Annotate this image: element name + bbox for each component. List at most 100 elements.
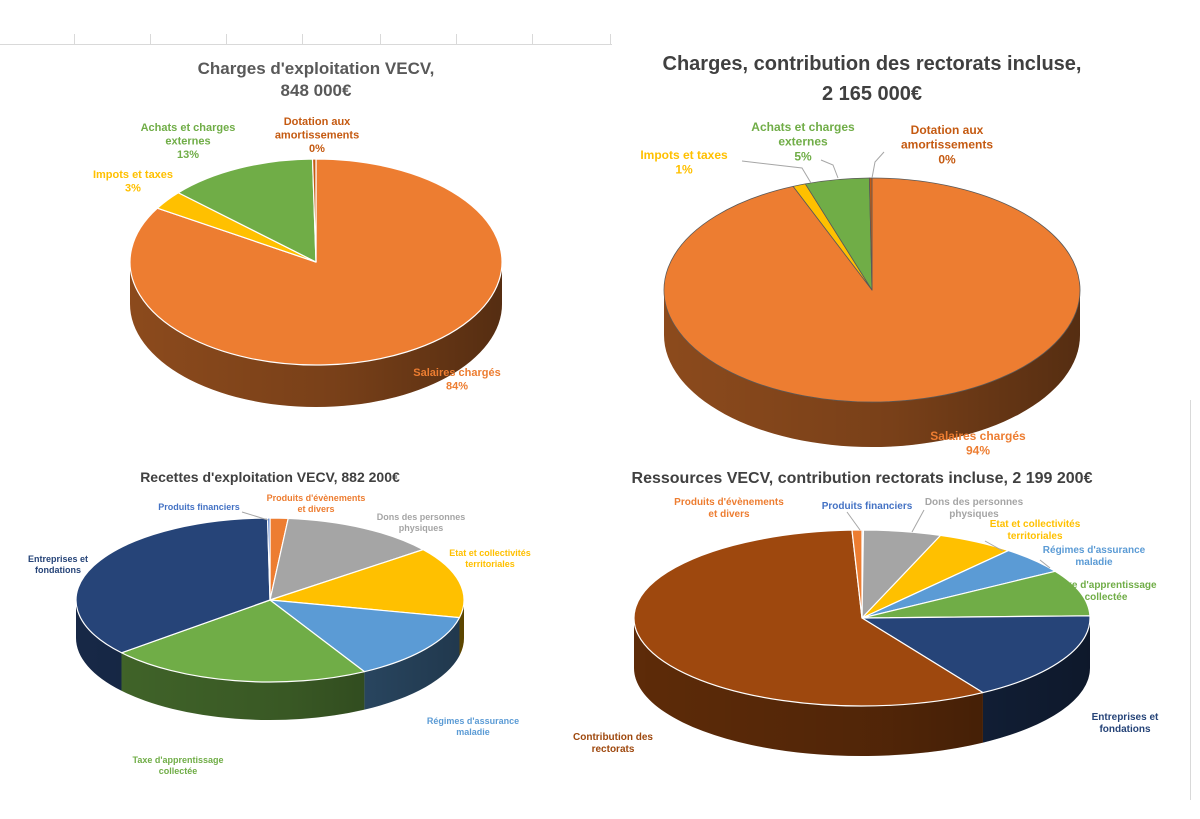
chart-title-line: Recettes d'exploitation VECV, 882 200€: [140, 469, 400, 485]
pie-top: [663, 177, 1081, 403]
sheet-edge: [1190, 400, 1191, 800]
data-label-line: externes: [165, 135, 210, 147]
data-label-line: 84%: [446, 380, 468, 392]
pie-depth: [75, 600, 465, 721]
leader-line: [846, 511, 861, 531]
chart-title-line: Ressources VECV, contribution rectorats …: [632, 470, 1093, 487]
data-label-line: territoriales: [465, 559, 515, 569]
data-label-line: amortissements: [275, 129, 359, 141]
data-label-line: physiques: [399, 523, 444, 533]
data-label-line: Produits financiers: [822, 501, 913, 512]
data-label-line: Entreprises et: [28, 554, 88, 564]
sheet-gridline-tick: [380, 34, 381, 44]
chart-title: Ressources VECV, contribution rectorats …: [632, 470, 1093, 487]
pie-slice-regimes-d-assurance-maladie: [269, 599, 461, 673]
data-label-line: et divers: [708, 509, 750, 520]
data-label-line: 13%: [177, 149, 199, 161]
sheet-gridline: [0, 44, 612, 45]
data-label-line: Impots et taxes: [93, 169, 173, 181]
sheet-gridline-tick: [150, 34, 151, 44]
data-label-line: collectée: [159, 766, 198, 776]
pie-slice-entreprises-et-fondations: [861, 615, 1091, 694]
data-label-line: et divers: [297, 504, 334, 514]
pie-chart-charges-exploitation: Charges d'exploitation VECV, 848 000€ Sala…: [93, 59, 503, 407]
data-label-produits-financiers: Produits financiers: [822, 501, 913, 512]
data-label-line: 94%: [966, 444, 990, 458]
sheet-gridline-tick: [532, 34, 533, 44]
data-label-line: Régimes d'assurance: [1043, 545, 1146, 556]
pie-slice-entreprises-et-fondations: [75, 517, 271, 654]
data-label-line: fondations: [1099, 724, 1151, 735]
pie-side-shading: [633, 618, 1090, 757]
data-label-line: 5%: [794, 149, 812, 163]
pie-side-shading: [75, 600, 465, 721]
pie-depth: [633, 618, 1090, 757]
sheet-gridline-tick: [610, 34, 611, 44]
data-label-line: collectée: [1085, 592, 1128, 603]
pie-slice-dons-des-personnes-physiques: [269, 517, 424, 601]
data-label-line: territoriales: [1007, 531, 1062, 542]
data-label-line: 1%: [675, 163, 693, 177]
sheet-gridline-tick: [302, 34, 303, 44]
pie-slice-achats-et-charges-externes: [177, 158, 317, 263]
pie-top: [633, 529, 1091, 707]
data-label-line: 3%: [125, 182, 141, 194]
data-label-line: Entreprises et: [1092, 712, 1159, 723]
pie-slice-contribution-des-rectorats: [633, 529, 984, 707]
data-label-line: Produits d'évènements: [267, 493, 366, 503]
pie-side-shading: [130, 262, 502, 407]
data-label-line: Régimes d'assurance: [427, 716, 519, 726]
data-label-line: rectorats: [592, 744, 635, 755]
pie-top: [129, 158, 503, 366]
pie-top: [75, 517, 465, 683]
sheet-gridline-tick: [456, 34, 457, 44]
chart-title-line: 2 165 000€: [822, 83, 922, 105]
data-label-produits-financiers: Produits financiers: [158, 502, 240, 512]
leader-line: [820, 159, 839, 179]
chart-title-line: Charges, contribution des rectorats incl…: [663, 53, 1082, 75]
data-label-line: Salaires chargés: [930, 429, 1026, 443]
data-label-line: Taxe d'apprentissage: [1055, 580, 1157, 591]
data-label-line: Dons des personnes: [377, 512, 466, 522]
data-label-line: Achats et charges: [751, 120, 855, 134]
sheet-gridline-tick: [74, 34, 75, 44]
data-label-line: Dotation aux: [911, 123, 984, 137]
data-label-line: maladie: [456, 727, 490, 737]
data-label-line: Achats et charges: [141, 122, 236, 134]
pie-slice-dotation-aux-amortissements: [868, 177, 873, 291]
sheet-gridline-tick: [226, 34, 227, 44]
leader-line: [871, 151, 885, 179]
data-label-line: Dotation aux: [284, 116, 351, 128]
data-label-line: physiques: [949, 509, 999, 520]
chart-title: Recettes d'exploitation VECV, 882 200€: [140, 469, 400, 485]
pie-chart-recettes-exploitation: Recettes d'exploitation VECV, 882 200€ Pr…: [28, 469, 531, 776]
data-label-line: externes: [778, 135, 828, 149]
chart-title: Charges d'exploitation VECV, 848 000€: [198, 59, 435, 100]
data-label-line: 0%: [309, 143, 325, 155]
leader-line: [741, 160, 812, 184]
data-label-line: fondations: [35, 565, 81, 575]
data-label-line: Impots et taxes: [640, 148, 728, 162]
data-label-line: Salaires chargés: [413, 367, 500, 379]
leader-line: [241, 511, 269, 521]
chart-title: Charges, contribution des rectorats incl…: [663, 53, 1082, 105]
data-label-line: maladie: [1075, 557, 1113, 568]
